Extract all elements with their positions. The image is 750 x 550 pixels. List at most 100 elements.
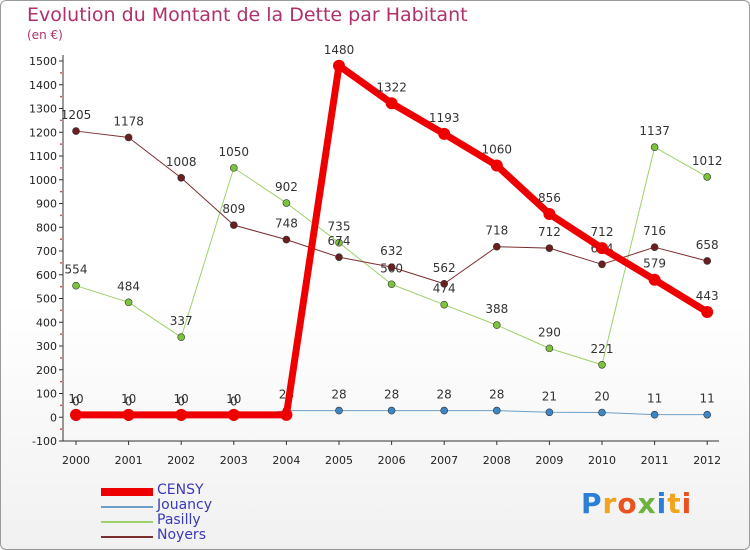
y-minor-tick <box>60 356 62 359</box>
data-point-jouancy <box>440 406 449 415</box>
data-point-censy <box>70 408 82 421</box>
chart-legend: CENSY Jouancy Pasilly Noyers <box>101 482 301 544</box>
y-tick-label: 600 <box>36 269 57 282</box>
data-point-pasilly <box>282 199 291 207</box>
data-label-pasilly: 484 <box>117 279 140 293</box>
data-point-censy <box>280 408 293 421</box>
y-tick-label: 0 <box>50 411 57 424</box>
legend-swatch <box>101 488 153 496</box>
data-label-censy: 856 <box>538 191 561 205</box>
data-label-pasilly: 290 <box>538 325 561 339</box>
logo-letter: i <box>656 487 668 520</box>
legend-item-censy: CENSY <box>101 482 301 499</box>
logo-letter: o <box>617 487 638 520</box>
data-label-jouancy: 28 <box>384 388 399 402</box>
data-label-noyers: 632 <box>380 244 403 258</box>
y-tick-label: 300 <box>36 340 57 353</box>
y-tick-label: 400 <box>36 316 57 329</box>
data-label-pasilly: 1050 <box>219 145 250 159</box>
x-tick-label: 2010 <box>588 454 616 467</box>
x-tick-label: 2007 <box>430 454 458 467</box>
data-point-censy <box>596 242 608 255</box>
y-tick-label: -100 <box>32 435 57 448</box>
x-tick-label: 2009 <box>535 454 563 467</box>
data-point-noyers <box>177 174 185 182</box>
data-point-noyers <box>545 244 554 252</box>
data-point-noyers <box>598 260 606 269</box>
y-minor-tick <box>60 261 62 264</box>
data-label-pasilly: 1137 <box>639 124 670 138</box>
y-minor-tick <box>60 166 62 169</box>
y-minor-tick <box>60 380 62 383</box>
data-point-jouancy <box>492 406 501 415</box>
data-label-censy: 10 <box>226 392 241 406</box>
data-point-noyers <box>335 253 343 261</box>
x-tick-label: 2005 <box>325 454 353 467</box>
x-tick-label: 2008 <box>483 454 511 467</box>
logo-letter: x <box>637 487 657 520</box>
y-tick-label: 1400 <box>29 79 57 92</box>
data-label-noyers: 748 <box>275 217 298 231</box>
data-label-jouancy: 21 <box>542 389 557 403</box>
data-label-jouancy: 0 <box>125 394 133 408</box>
y-minor-tick <box>60 333 62 336</box>
y-minor-tick <box>60 95 62 98</box>
proxiti-logo: Proxiti <box>581 487 692 520</box>
data-point-pasilly <box>177 333 185 342</box>
data-label-pasilly: 735 <box>328 220 351 234</box>
legend-swatch <box>101 521 153 523</box>
data-point-jouancy <box>545 408 554 417</box>
data-label-pasilly: 1012 <box>692 154 723 168</box>
y-minor-tick <box>60 190 62 193</box>
data-label-censy: 10 <box>121 392 136 406</box>
data-label-jouancy: 0 <box>72 394 80 408</box>
data-point-noyers <box>440 279 449 288</box>
data-point-noyers <box>72 127 80 135</box>
data-label-jouancy: 0 <box>230 394 238 408</box>
data-point-pasilly <box>440 300 449 309</box>
data-label-jouancy: 11 <box>700 392 715 406</box>
y-tick-label: 700 <box>36 245 57 258</box>
x-tick-label: 2004 <box>272 454 300 467</box>
data-point-pasilly <box>650 143 659 152</box>
data-point-jouancy <box>598 408 606 417</box>
data-point-pasilly <box>598 360 606 369</box>
y-tick-label: 100 <box>36 388 57 401</box>
data-label-censy: 10 <box>68 392 83 406</box>
y-tick-label: 1200 <box>29 126 57 139</box>
logo-letter: r <box>602 487 618 520</box>
data-point-pasilly <box>124 298 133 307</box>
data-point-noyers <box>282 235 291 244</box>
data-point-censy <box>543 207 556 220</box>
data-label-noyers: 1178 <box>113 114 144 128</box>
y-tick-label: 500 <box>36 293 57 306</box>
data-label-noyers: 718 <box>485 224 508 238</box>
data-point-jouancy <box>335 406 343 415</box>
logo-letter: t <box>667 487 682 520</box>
data-point-censy <box>122 408 135 421</box>
data-point-censy <box>648 273 661 286</box>
data-label-jouancy: 28 <box>331 388 346 402</box>
data-point-noyers <box>650 243 659 251</box>
data-point-pasilly <box>387 280 396 289</box>
data-label-censy: 443 <box>696 289 719 303</box>
chart-subtitle: (en €) <box>27 28 63 42</box>
x-tick-label: 2000 <box>62 454 90 467</box>
data-label-censy: 1060 <box>482 143 513 157</box>
y-tick-label: 1500 <box>29 55 57 68</box>
data-label-pasilly: 902 <box>275 180 298 194</box>
data-label-jouancy: 28 <box>437 388 452 402</box>
data-label-noyers: 1008 <box>166 155 197 169</box>
data-point-noyers <box>230 221 238 229</box>
data-point-noyers <box>492 242 501 251</box>
data-label-pasilly: 221 <box>591 342 614 356</box>
x-tick-label: 2011 <box>641 454 669 467</box>
data-label-noyers: 674 <box>328 234 351 248</box>
data-point-jouancy <box>650 410 659 419</box>
legend-label: Noyers <box>157 527 206 543</box>
y-tick-label: 1000 <box>29 174 57 187</box>
y-tick-label: 1100 <box>29 150 57 163</box>
data-point-pasilly <box>230 164 238 172</box>
